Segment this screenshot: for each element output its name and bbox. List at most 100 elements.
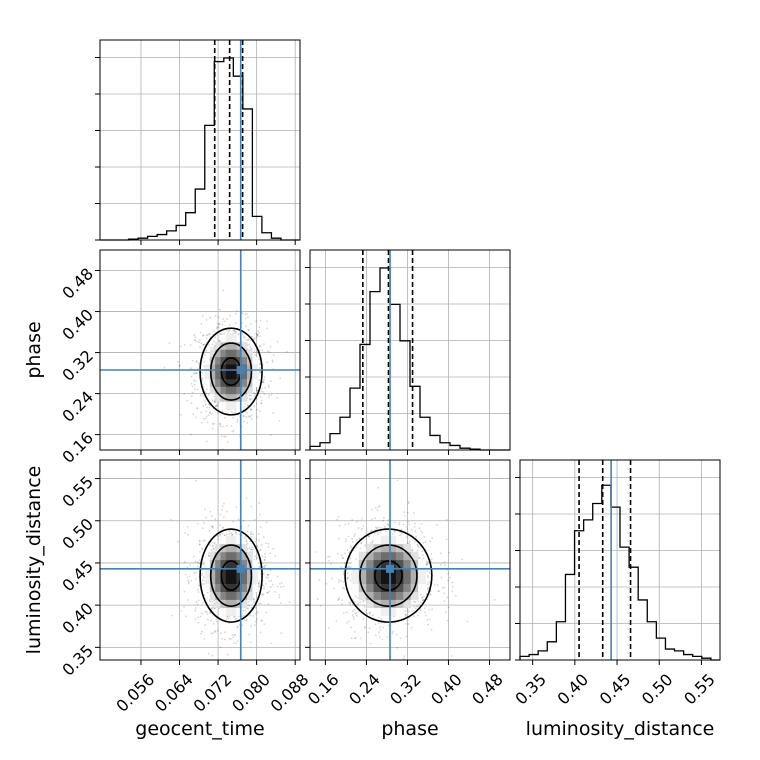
sample-point bbox=[209, 336, 212, 339]
sample-point bbox=[259, 367, 261, 369]
sample-point bbox=[256, 389, 258, 392]
sample-point bbox=[211, 399, 214, 402]
sample-point bbox=[231, 634, 234, 636]
sample-point bbox=[445, 538, 448, 541]
sample-point bbox=[195, 416, 197, 419]
sample-point bbox=[204, 400, 207, 403]
sample-point bbox=[367, 631, 370, 634]
density-cell bbox=[209, 551, 216, 561]
sample-point bbox=[234, 332, 237, 334]
sample-point bbox=[211, 525, 213, 527]
sample-point bbox=[266, 573, 269, 576]
sample-point bbox=[374, 634, 377, 637]
sample-point bbox=[411, 549, 414, 551]
sample-point bbox=[210, 619, 213, 622]
sample-point bbox=[451, 590, 454, 593]
density-cell bbox=[241, 559, 248, 569]
x-tick-label: 0.072 bbox=[190, 670, 236, 716]
sample-point bbox=[249, 540, 251, 543]
density-cell bbox=[225, 543, 232, 553]
sample-point bbox=[421, 596, 424, 599]
sample-point bbox=[199, 331, 202, 334]
density-cell bbox=[366, 551, 374, 561]
y-tick-label: 0.16 bbox=[58, 428, 97, 467]
sample-point bbox=[232, 332, 235, 335]
sample-point bbox=[269, 345, 272, 348]
sample-point bbox=[198, 584, 201, 587]
sample-point bbox=[216, 405, 218, 407]
sample-point bbox=[426, 563, 429, 566]
sample-point bbox=[274, 590, 276, 593]
sample-point bbox=[219, 308, 221, 311]
sample-point bbox=[211, 526, 214, 529]
sample-point bbox=[369, 642, 372, 645]
sample-point bbox=[414, 601, 417, 603]
sample-point bbox=[405, 525, 408, 528]
density-cell bbox=[209, 591, 216, 600]
sample-point bbox=[213, 607, 216, 610]
sample-point bbox=[211, 525, 214, 528]
sample-point bbox=[190, 579, 193, 582]
sample-point bbox=[250, 408, 253, 411]
sample-point bbox=[204, 354, 206, 357]
density-cell bbox=[231, 551, 237, 561]
sample-point bbox=[349, 558, 352, 560]
sample-point bbox=[211, 343, 214, 346]
sample-point bbox=[279, 377, 282, 380]
sample-point bbox=[426, 560, 429, 563]
sample-point bbox=[256, 351, 259, 354]
sample-point bbox=[253, 599, 256, 601]
y-tick-label: 0.50 bbox=[58, 514, 97, 553]
sample-point bbox=[208, 411, 211, 413]
density-cell bbox=[209, 364, 216, 372]
density-cell bbox=[204, 567, 211, 577]
sample-point bbox=[211, 427, 214, 430]
sample-point bbox=[347, 522, 350, 525]
sample-point bbox=[242, 414, 245, 417]
sample-point bbox=[205, 392, 208, 395]
sample-point bbox=[341, 603, 343, 605]
sample-point bbox=[230, 410, 233, 413]
sample-point bbox=[433, 583, 436, 586]
sample-point bbox=[235, 310, 238, 312]
sample-point bbox=[223, 502, 225, 505]
density-cell bbox=[241, 591, 248, 600]
sample-point bbox=[204, 624, 207, 626]
sample-point bbox=[340, 579, 342, 582]
sample-point bbox=[379, 531, 382, 534]
sample-point bbox=[186, 400, 189, 402]
sample-point bbox=[416, 549, 419, 552]
y-tick-label: 0.45 bbox=[58, 557, 97, 596]
sample-point bbox=[425, 563, 428, 566]
sample-point bbox=[254, 393, 257, 395]
sample-point bbox=[260, 390, 263, 393]
sample-point bbox=[340, 566, 342, 569]
sample-point bbox=[246, 530, 249, 533]
sample-point bbox=[232, 520, 234, 523]
sample-point bbox=[249, 614, 252, 617]
sample-point bbox=[404, 623, 407, 625]
sample-point bbox=[405, 536, 408, 538]
sample-point bbox=[170, 518, 173, 521]
sample-point bbox=[235, 312, 237, 315]
sample-point bbox=[250, 533, 253, 535]
sample-point bbox=[207, 652, 210, 655]
density-cell bbox=[215, 559, 221, 569]
sample-point bbox=[247, 600, 250, 603]
panel-frame bbox=[99, 39, 301, 241]
sample-point bbox=[256, 557, 259, 559]
sample-point bbox=[268, 590, 271, 593]
sample-point bbox=[408, 539, 411, 542]
sample-point bbox=[230, 425, 233, 427]
sample-point bbox=[198, 543, 201, 546]
density-cell bbox=[204, 371, 211, 380]
density-cell bbox=[231, 583, 237, 592]
sample-point bbox=[410, 627, 413, 629]
sample-point bbox=[443, 561, 446, 563]
sample-point bbox=[251, 546, 254, 549]
density-cell bbox=[236, 583, 243, 592]
sample-point bbox=[221, 505, 224, 507]
sample-point bbox=[256, 544, 258, 547]
sample-point bbox=[267, 350, 269, 353]
density-cell bbox=[247, 371, 253, 380]
